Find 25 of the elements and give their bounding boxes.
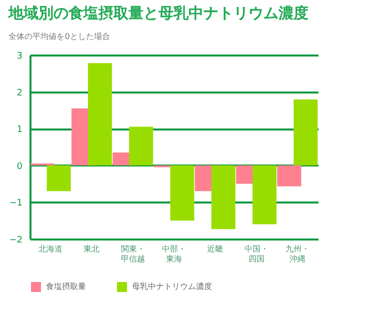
x-tick-label: 中国・四国 xyxy=(244,244,268,264)
x-tick-label: 近畿 xyxy=(207,244,224,254)
bar xyxy=(46,165,71,192)
bar xyxy=(170,165,194,221)
bar xyxy=(294,100,318,166)
x-tick-label: 関東・甲信越 xyxy=(120,244,145,264)
x-tick-label: 北海道 xyxy=(38,244,63,254)
bar xyxy=(88,63,112,166)
chart-subtitle: 全体の平均値を0とした場合 xyxy=(8,32,110,41)
bar xyxy=(277,165,302,186)
y-tick-label: 1 xyxy=(16,125,22,136)
y-tick-label: 0 xyxy=(16,162,23,172)
x-tick-label: 九州・沖縄 xyxy=(285,244,310,264)
y-tick-label: −1 xyxy=(9,198,22,209)
legend-label: 食塩摂取量 xyxy=(46,282,86,291)
legend-label: 母乳中ナトリウム濃度 xyxy=(132,282,212,291)
bar xyxy=(211,165,236,230)
y-tick-label: 2 xyxy=(16,88,22,98)
chart-title: 地域別の食塩摂取量と母乳中ナトリウム濃度 xyxy=(8,4,309,22)
y-tick-label: 3 xyxy=(16,52,22,62)
bar xyxy=(252,165,277,224)
x-tick-label: 東北 xyxy=(84,244,100,254)
bar xyxy=(129,126,154,166)
x-tick-label: 中部・東海 xyxy=(162,244,186,264)
y-tick-label: −2 xyxy=(9,236,22,246)
